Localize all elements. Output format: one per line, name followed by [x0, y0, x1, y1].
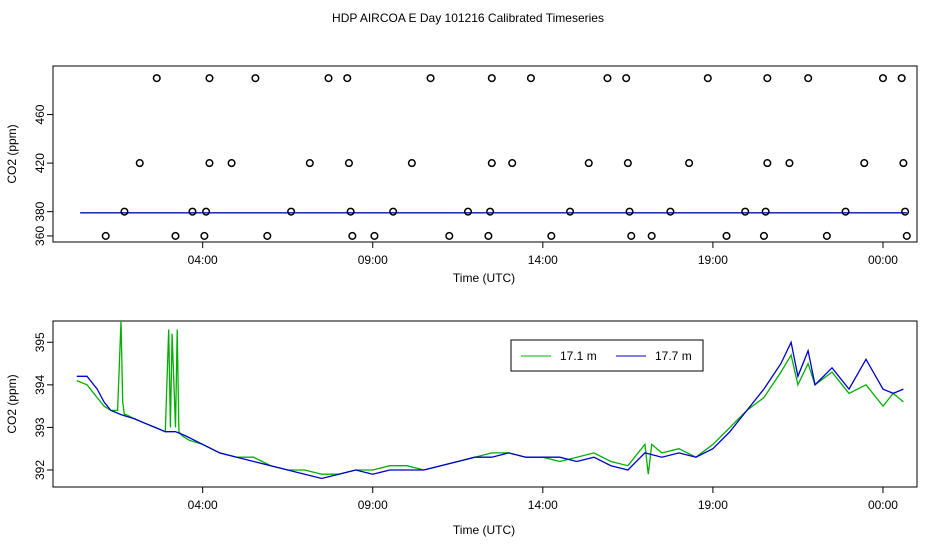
- panel2-xlabel: Time (UTC): [453, 523, 515, 537]
- data-point: [623, 159, 632, 168]
- data-point: [202, 207, 211, 216]
- data-point: [860, 159, 869, 168]
- data-point: [785, 159, 794, 168]
- xtick-label: 04:00: [188, 498, 218, 512]
- data-point: [722, 231, 731, 240]
- series-line: [76, 320, 904, 475]
- xtick-label: 00:00: [868, 253, 898, 267]
- data-point: [763, 159, 772, 168]
- data-point: [902, 231, 911, 240]
- xtick-label: 00:00: [868, 498, 898, 512]
- data-point: [251, 74, 260, 83]
- ytick-label: 380: [33, 201, 47, 221]
- data-point: [343, 74, 352, 83]
- data-point: [205, 74, 214, 83]
- data-point: [804, 74, 813, 83]
- data-point: [188, 207, 197, 216]
- data-point: [899, 159, 908, 168]
- ytick-label: 420: [33, 153, 47, 173]
- xtick-label: 19:00: [698, 253, 728, 267]
- data-point: [603, 74, 612, 83]
- ytick-label: 394: [33, 375, 47, 395]
- panel1-axes: 04:00 09:00 14:00 19:00 00:00 360 380 420 460: [33, 104, 898, 267]
- data-point: [822, 231, 831, 240]
- xtick-label: 14:00: [528, 498, 558, 512]
- chart-title: HDP AIRCOA E Day 101216 Calibrated Times…: [332, 11, 604, 25]
- ytick-label: 360: [33, 226, 47, 246]
- data-point: [547, 231, 556, 240]
- ytick-label: 460: [33, 104, 47, 124]
- panel1-marks: [80, 74, 911, 240]
- data-point: [508, 159, 517, 168]
- series-line: [76, 340, 904, 480]
- data-point: [344, 159, 353, 168]
- legend-label-17-7: 17.7 m: [655, 349, 692, 363]
- xtick-label: 09:00: [358, 498, 388, 512]
- data-point: [370, 231, 379, 240]
- data-point: [625, 207, 634, 216]
- data-point: [647, 231, 656, 240]
- data-point: [484, 231, 493, 240]
- data-point: [305, 159, 314, 168]
- ytick-label: 395: [33, 332, 47, 352]
- panel1-frame: [52, 65, 918, 243]
- data-point: [666, 207, 675, 216]
- data-point: [200, 231, 209, 240]
- data-point: [584, 159, 593, 168]
- data-point: [135, 159, 144, 168]
- data-point: [901, 207, 910, 216]
- data-point: [878, 74, 888, 83]
- xtick-label: 19:00: [698, 498, 728, 512]
- data-point: [407, 159, 416, 168]
- data-point: [703, 74, 712, 83]
- ytick-label: 393: [33, 417, 47, 437]
- panel2-ylabel: CO2 (ppm): [5, 374, 19, 433]
- data-point: [348, 231, 357, 240]
- panel1-xlabel: Time (UTC): [453, 271, 515, 285]
- xtick-label: 09:00: [358, 253, 388, 267]
- data-point: [120, 207, 129, 216]
- data-point: [324, 74, 333, 83]
- legend: 17.1 m 17.7 m: [510, 339, 704, 372]
- data-point: [487, 74, 496, 83]
- panel2-axes: 04:00 09:00 14:00 19:00 00:00 392 393 394 395: [33, 332, 898, 512]
- data-point: [685, 159, 694, 168]
- data-point: [487, 159, 496, 168]
- data-point: [389, 207, 398, 216]
- legend-label-17-1: 17.1 m: [560, 349, 597, 363]
- data-point: [741, 207, 750, 216]
- data-point: [897, 74, 906, 83]
- data-point: [426, 74, 435, 83]
- panel1-ylabel: CO2 (ppm): [5, 124, 19, 183]
- xtick-label: 14:00: [528, 253, 558, 267]
- data-point: [171, 231, 180, 240]
- data-point: [445, 231, 454, 240]
- data-point: [526, 74, 535, 83]
- panel2-marks: [76, 320, 904, 480]
- panel2-frame: [52, 320, 918, 488]
- ytick-label: 392: [33, 460, 47, 480]
- data-point: [841, 207, 850, 216]
- data-point: [101, 231, 110, 240]
- data-point: [486, 207, 495, 216]
- data-point: [761, 207, 770, 216]
- xtick-label: 04:00: [188, 253, 218, 267]
- data-point: [227, 159, 236, 168]
- data-point: [263, 231, 272, 240]
- data-point: [622, 74, 631, 83]
- data-point: [287, 207, 296, 216]
- data-point: [205, 159, 214, 168]
- data-point: [759, 231, 768, 240]
- data-point: [763, 74, 772, 83]
- data-point: [346, 207, 355, 216]
- data-point: [627, 231, 636, 240]
- data-point: [463, 207, 473, 216]
- data-point: [152, 74, 161, 83]
- data-point: [565, 207, 575, 216]
